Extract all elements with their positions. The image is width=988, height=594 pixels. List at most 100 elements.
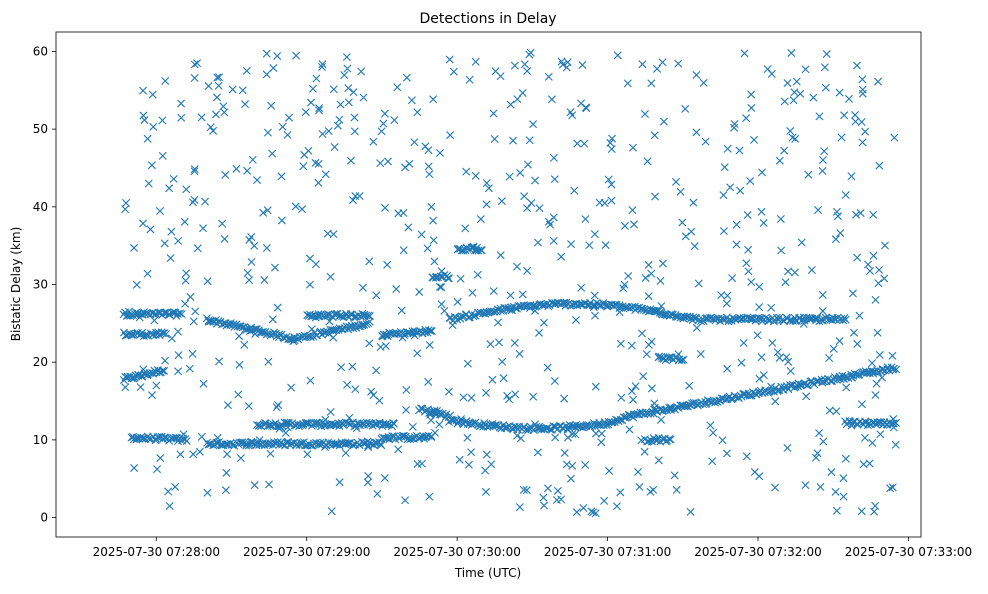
- data-point-marker: [329, 333, 338, 342]
- data-point-marker: [268, 149, 277, 158]
- data-point-marker: [831, 235, 840, 244]
- data-point-marker: [557, 252, 566, 261]
- data-point-marker: [425, 170, 434, 179]
- data-point-marker: [511, 390, 520, 399]
- data-point-marker: [531, 176, 540, 185]
- data-point-marker: [433, 406, 442, 415]
- data-point-marker: [444, 274, 453, 283]
- data-point-marker: [461, 224, 470, 233]
- data-point-marker: [266, 449, 275, 458]
- data-point-marker: [314, 178, 323, 187]
- data-point-marker: [616, 488, 625, 497]
- data-point-marker: [285, 113, 294, 122]
- data-point-marker: [199, 379, 208, 388]
- data-point-marker: [635, 482, 644, 491]
- data-point-marker: [424, 162, 433, 171]
- data-point-marker: [318, 130, 327, 138]
- data-point-marker: [685, 381, 694, 390]
- data-point-marker: [623, 79, 632, 88]
- data-point-marker: [259, 208, 268, 217]
- data-point-marker: [176, 450, 185, 459]
- data-point-marker: [507, 306, 516, 315]
- data-point-marker: [832, 506, 841, 515]
- data-point-marker: [801, 481, 810, 490]
- data-point-marker: [634, 467, 642, 476]
- data-point-marker: [427, 416, 436, 425]
- data-point-marker: [337, 363, 346, 372]
- data-point-marker: [572, 508, 581, 517]
- data-point-marker: [435, 420, 444, 429]
- data-point-marker: [405, 159, 414, 168]
- data-point-marker: [871, 391, 880, 400]
- data-point-marker: [566, 108, 575, 117]
- data-point-marker: [463, 359, 472, 368]
- data-point-marker: [563, 425, 572, 434]
- data-point-marker: [162, 330, 170, 339]
- data-point-marker: [692, 71, 701, 80]
- data-point-marker: [369, 137, 378, 146]
- data-point-marker: [725, 316, 734, 325]
- data-point-marker: [190, 167, 199, 176]
- data-point-marker: [360, 320, 369, 329]
- data-point-marker: [777, 246, 786, 255]
- data-point-marker: [314, 310, 323, 319]
- data-point-marker: [676, 187, 685, 196]
- data-point-marker: [269, 63, 278, 72]
- data-point-marker: [468, 419, 477, 428]
- data-point-marker: [305, 280, 314, 289]
- data-point-marker: [453, 297, 462, 306]
- data-point-marker: [771, 397, 780, 406]
- data-point-marker: [383, 260, 392, 269]
- data-point-marker: [550, 377, 559, 385]
- data-point-marker: [819, 437, 828, 446]
- data-point-marker: [213, 73, 222, 82]
- data-point-marker: [394, 209, 403, 218]
- data-point-marker: [197, 113, 206, 122]
- data-point-marker: [373, 489, 382, 498]
- y-tick-label: 50: [33, 122, 48, 136]
- data-point-marker: [620, 221, 629, 230]
- data-point-marker: [627, 341, 636, 350]
- data-point-marker: [277, 172, 286, 181]
- data-point-marker: [179, 430, 188, 439]
- data-point-marker: [696, 350, 705, 358]
- data-point-marker: [619, 413, 628, 422]
- data-point-marker: [644, 292, 653, 301]
- plot-frame: [55, 31, 922, 538]
- data-point-marker: [666, 435, 675, 444]
- data-point-marker: [869, 210, 878, 219]
- data-point-marker: [674, 59, 683, 68]
- data-point-marker: [147, 161, 156, 170]
- data-point-marker: [311, 158, 320, 167]
- data-point-marker: [539, 493, 548, 502]
- data-point-marker: [735, 146, 744, 155]
- data-point-marker: [242, 66, 251, 75]
- data-point-marker: [651, 192, 660, 201]
- data-point-marker: [464, 460, 473, 469]
- data-point-marker: [859, 460, 868, 469]
- data-point-marker: [182, 437, 191, 446]
- data-point-marker: [429, 216, 438, 225]
- data-point-marker: [253, 176, 262, 185]
- data-point-marker: [158, 116, 167, 125]
- data-point-marker: [174, 327, 182, 336]
- data-point-marker: [299, 162, 308, 171]
- data-point-marker: [730, 119, 739, 128]
- data-point-marker: [874, 419, 882, 428]
- data-point-marker: [755, 374, 764, 383]
- data-point-marker: [568, 429, 577, 438]
- data-point-marker: [158, 329, 167, 338]
- data-point-marker: [742, 259, 751, 268]
- data-point-marker: [872, 379, 881, 388]
- data-point-marker: [138, 372, 147, 381]
- data-point-marker: [773, 348, 782, 357]
- data-point-marker: [857, 507, 866, 516]
- data-point-marker: [417, 230, 426, 239]
- data-point-marker: [454, 417, 463, 426]
- data-point-marker: [591, 429, 600, 438]
- data-point-marker: [719, 227, 728, 236]
- data-point-marker: [513, 95, 522, 104]
- data-point-marker: [639, 372, 648, 381]
- data-point-marker: [546, 220, 555, 229]
- data-point-marker: [402, 73, 411, 82]
